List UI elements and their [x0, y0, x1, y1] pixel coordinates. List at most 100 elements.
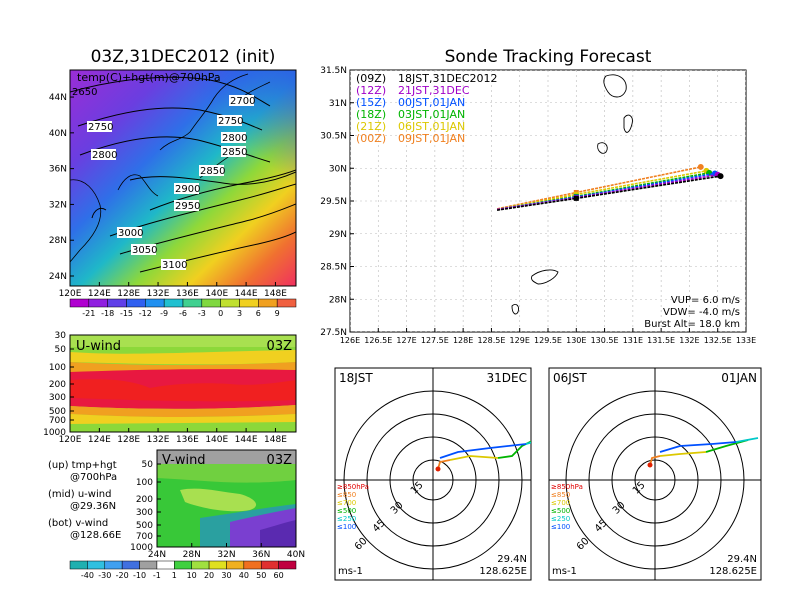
track-x-tick: 131E — [623, 336, 643, 345]
v-wind-x-tick: 32N — [217, 550, 235, 560]
u-wind-time: 03Z — [267, 339, 293, 354]
v-colorbar-label: -40 — [81, 571, 94, 580]
track-end-marker — [697, 163, 704, 170]
u-wind-title: U-wind — [76, 339, 121, 354]
contour-label: 2900 — [175, 184, 200, 195]
track-x-tick: 128E — [453, 336, 473, 345]
v-wind-y-tick: 100 — [136, 478, 153, 488]
track-x-tick: 129.5E — [534, 336, 562, 345]
info-burst: Burst Alt= 18.0 km — [644, 319, 740, 330]
v-colorbar-label: -30 — [98, 571, 111, 580]
temp-map-x-tick: 148E — [264, 289, 287, 299]
track-legend-label: 18JST,31DEC2012 — [398, 72, 498, 85]
track-y-tick: 30N — [329, 164, 347, 174]
u-wind-x-tick: 136E — [176, 435, 199, 445]
temp-map-coastline — [70, 73, 271, 263]
track-x-tick: 132.5E — [704, 336, 732, 345]
info-vdw: VDW= -4.0 m/s — [663, 307, 740, 318]
track-x-tick: 126E — [340, 336, 360, 345]
notes: (up) tmp+hgt@700hPa (mid) u-wind@29.36N (b… — [48, 460, 121, 541]
hodograph-time-label: 18JST — [339, 371, 373, 385]
track-legend-code: (15Z) — [356, 96, 386, 109]
track-x-tick: 130E — [566, 336, 586, 345]
v-wind-x-tick: 28N — [183, 550, 201, 560]
hodograph-legend-item: ≥850hPa — [337, 483, 369, 491]
hodograph-lon: 128.625E — [479, 566, 527, 577]
u-wind-x-tick: 132E — [147, 435, 170, 445]
contour-label: 3100 — [162, 260, 187, 271]
v-colorbar-label: 60 — [274, 571, 284, 580]
note-line: (up) tmp+hgt — [48, 460, 117, 471]
u-wind-x-tick: 128E — [117, 435, 140, 445]
contour-label: 3050 — [132, 245, 157, 256]
temp-map-y-tick: 36N — [49, 165, 67, 175]
track-y-tick: 31.5N — [320, 66, 347, 76]
u-wind-x-tick: 124E — [88, 435, 111, 445]
sonde-track-title: Sonde Tracking Forecast — [445, 47, 652, 67]
temp-map-panel: 03Z,31DEC2012 (init) 2650 — [49, 47, 297, 318]
track-legend-code: (00Z) — [356, 132, 386, 145]
temp-colorbar-label: -6 — [179, 309, 187, 318]
note-line: (mid) u-wind — [48, 489, 111, 500]
temp-colorbar-label: -18 — [101, 309, 114, 318]
hodograph-legend-item: ≤850 — [551, 491, 570, 499]
hodograph-legend-item: ≤250 — [551, 515, 570, 523]
temp-colorbar-label: -3 — [198, 309, 206, 318]
track-x-tick: 130.5E — [591, 336, 619, 345]
track-legend-code: (21Z) — [356, 120, 386, 133]
hodograph-date-label: 01JAN — [721, 371, 757, 385]
temp-map-y-tick: 44N — [49, 93, 67, 103]
hodograph-unit: ms-1 — [552, 566, 577, 577]
temp-colorbar-label: 3 — [237, 309, 242, 318]
track-midpoint-marker — [573, 195, 579, 201]
hodograph-legend-item: ≤100 — [551, 523, 570, 531]
temp-colorbar-label: -12 — [139, 309, 152, 318]
track-legend-code: (09Z) — [356, 72, 386, 85]
temp-map-y-tick: 40N — [49, 129, 67, 139]
v-colorbar-label: 30 — [221, 571, 231, 580]
info-vup: VUP= 6.0 m/s — [671, 295, 740, 306]
track-legend-label: 09JST,01JAN — [398, 132, 465, 145]
track-x-tick: 127.5E — [421, 336, 449, 345]
v-wind-x-tick: 24N — [148, 550, 166, 560]
temp-map-x-tick: 144E — [235, 289, 258, 299]
hodograph-lat: 29.4N — [727, 554, 757, 565]
v-wind-x-tick: 40N — [287, 550, 305, 560]
island-outline — [511, 303, 519, 315]
hodograph-start-marker — [647, 462, 653, 468]
u-wind-y-tick: 30 — [55, 331, 67, 341]
hodograph-trace — [659, 451, 707, 457]
temp-map-label: temp(C)+hgt(m)@700hPa — [77, 71, 221, 84]
hodograph-lat: 29.4N — [497, 554, 527, 565]
v-wind-y-tick: 700 — [136, 532, 153, 542]
hodograph-trace — [659, 441, 737, 453]
u-wind-x-tick: 140E — [205, 435, 228, 445]
hodograph-lon: 128.625E — [709, 566, 757, 577]
contour-label: 2750 — [218, 116, 243, 127]
track-x-tick: 132E — [679, 336, 699, 345]
island-outline — [597, 142, 608, 154]
contour-label: 2950 — [175, 201, 200, 212]
sonde-track-panel: Sonde Tracking Forecast 126E 126.5E 127E 12… — [320, 47, 756, 345]
hodograph-trace — [439, 443, 527, 459]
track-x-tick: 128.5E — [477, 336, 505, 345]
v-wind-x-tick: 36N — [252, 550, 270, 560]
v-wind-y-tick: 200 — [136, 495, 153, 505]
v-colorbar-label: -20 — [116, 571, 129, 580]
hodograph-legend-item: ≤500 — [551, 507, 570, 515]
track-y-tick: 31N — [329, 99, 347, 109]
temp-colorbar-label: -15 — [120, 309, 133, 318]
track-y-tick: 30.5N — [320, 132, 347, 142]
track-x-tick: 126.5E — [364, 336, 392, 345]
note-line: (bot) v-wind — [48, 518, 108, 529]
u-wind-y-tick: 50 — [55, 345, 67, 355]
track-legend-label: 21JST,31DEC — [398, 84, 470, 97]
track-x-tick: 133E — [736, 336, 756, 345]
hodograph-trace — [525, 441, 531, 445]
contour-label: 2700 — [230, 96, 255, 107]
u-wind-panel: U-wind 03Z 120E 124E 128E 132E 136E 140E 144E 1… — [43, 331, 297, 445]
v-colorbar-label: 10 — [187, 571, 197, 580]
hodograph-date-label: 31DEC — [487, 371, 527, 385]
hodograph-legend-item: ≤500 — [337, 507, 356, 515]
track-end-marker — [717, 173, 724, 180]
